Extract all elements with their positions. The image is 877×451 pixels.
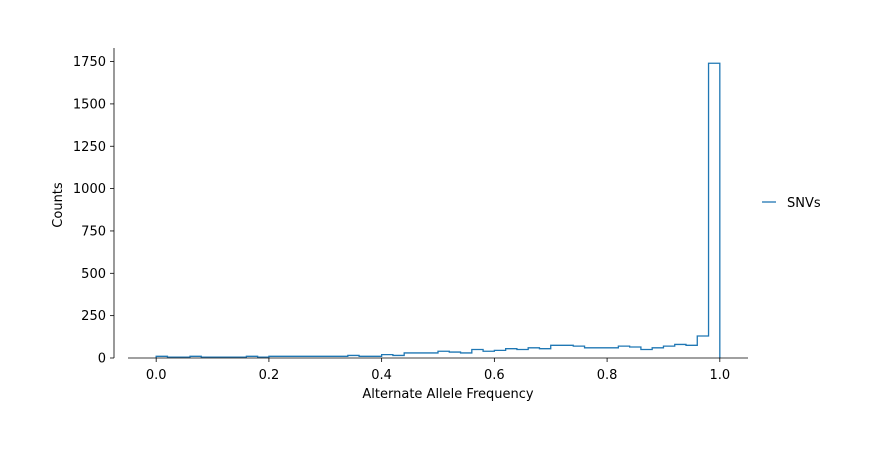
- y-tick-label: 500: [81, 267, 106, 282]
- histogram-bin: [618, 346, 629, 358]
- histogram-bin: [663, 346, 674, 358]
- histogram-bin: [686, 345, 697, 358]
- y-tick-label: 250: [81, 309, 106, 324]
- y-tick-label: 750: [81, 224, 106, 239]
- y-tick-label: 1500: [73, 97, 106, 112]
- legend: SNVs: [762, 196, 821, 211]
- histogram-bin: [438, 351, 449, 358]
- histogram-bin: [630, 347, 641, 358]
- x-axis-ticks: 0.0 0.2 0.4 0.6 0.8 1.0: [146, 358, 730, 383]
- snvs-histogram-outline: [155, 62, 721, 358]
- histogram-bin: [641, 350, 652, 358]
- y-axis-label: Counts: [51, 182, 66, 228]
- histogram-bin: [607, 348, 618, 358]
- histogram-bin: [461, 353, 472, 358]
- histogram-bin: [449, 352, 460, 358]
- histogram-bin: [539, 349, 550, 358]
- y-axis-ticks: 0 250 500 750 1000 1250 1500 1750: [73, 55, 114, 367]
- histogram-bin: [562, 345, 573, 358]
- histogram-bin: [709, 63, 720, 358]
- histogram-bin: [652, 348, 663, 358]
- histogram-bin: [551, 345, 562, 358]
- x-tick-label: 0.0: [146, 368, 167, 383]
- x-tick-label: 1.0: [709, 368, 730, 383]
- y-tick-label: 1250: [73, 140, 106, 155]
- histogram-bin: [404, 353, 415, 358]
- x-tick-label: 0.6: [484, 368, 505, 383]
- x-tick-label: 0.8: [597, 368, 618, 383]
- y-tick-label: 0: [98, 352, 106, 367]
- histogram-bin: [675, 344, 686, 358]
- histogram-bin: [528, 348, 539, 358]
- histogram-bin: [427, 353, 438, 358]
- histogram-bin: [573, 346, 584, 358]
- x-tick-label: 0.4: [371, 368, 392, 383]
- histogram-bin: [517, 350, 528, 358]
- histogram-bin: [483, 351, 494, 358]
- histogram-bin: [415, 353, 426, 358]
- y-tick-label: 1000: [73, 182, 106, 197]
- histogram-bin: [697, 336, 708, 358]
- histogram-bins: [156, 63, 720, 358]
- histogram-bin: [472, 350, 483, 358]
- x-axis-label: Alternate Allele Frequency: [362, 387, 533, 402]
- histogram-bin: [596, 348, 607, 358]
- histogram-bin: [585, 348, 596, 358]
- x-tick-label: 0.2: [259, 368, 280, 383]
- histogram-bin: [494, 350, 505, 358]
- y-tick-label: 1750: [73, 55, 106, 70]
- legend-label-snvs: SNVs: [787, 196, 821, 211]
- histogram-bin: [506, 349, 517, 358]
